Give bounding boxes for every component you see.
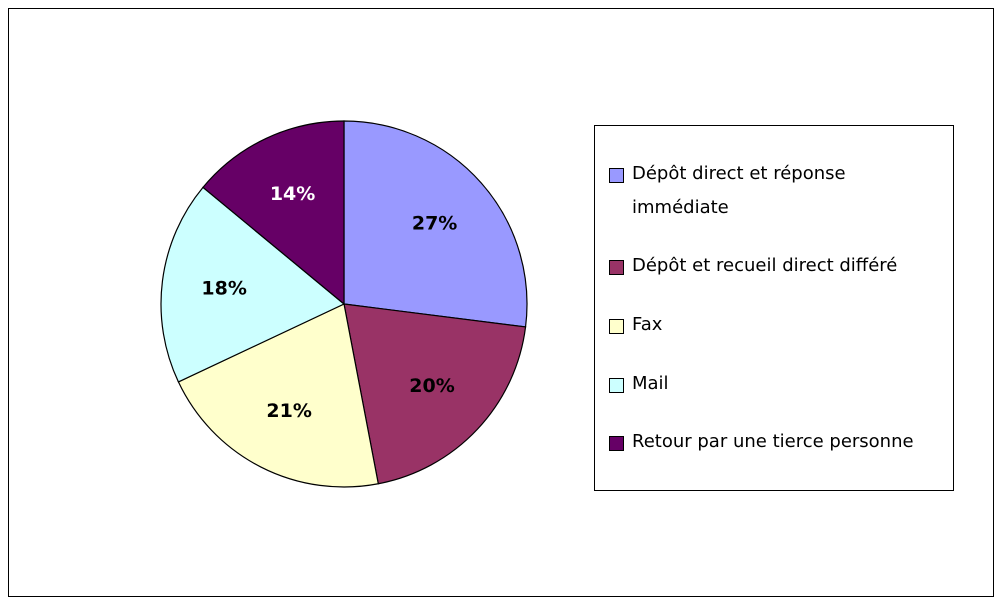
legend-swatch bbox=[609, 167, 624, 183]
legend-item: Dépôt et recueil direct différé bbox=[609, 249, 943, 283]
data-label: 20% bbox=[409, 375, 454, 397]
legend-swatch bbox=[609, 318, 624, 334]
pie-slice bbox=[343, 303, 527, 485]
legend-label: Fax bbox=[632, 313, 663, 335]
legend-label: Mail bbox=[632, 372, 669, 394]
legend-swatch bbox=[609, 377, 624, 393]
pie-slice bbox=[202, 120, 345, 306]
legend-item: Fax bbox=[609, 308, 943, 342]
legend-item: Mail bbox=[609, 367, 943, 401]
legend-label: Dépôt et recueil direct différé bbox=[632, 255, 898, 277]
pie-slice bbox=[160, 186, 346, 383]
legend-swatch bbox=[609, 260, 624, 276]
legend-label: Retour par une tierce personne bbox=[632, 431, 914, 453]
pie-slice bbox=[177, 303, 379, 488]
legend-item: Retour par une tierce personne bbox=[609, 425, 943, 459]
data-label: 21% bbox=[266, 400, 311, 422]
data-label: 18% bbox=[201, 277, 246, 299]
data-label: 27% bbox=[412, 213, 457, 235]
legend: Dépôt direct et réponse immédiate Dépôt e… bbox=[594, 125, 954, 491]
data-label: 14% bbox=[270, 183, 315, 205]
pie-slice bbox=[343, 120, 528, 328]
legend-item: Dépôt direct et réponse immédiate bbox=[609, 157, 943, 225]
legend-label: Dépôt direct et réponse immédiate bbox=[632, 162, 846, 218]
legend-swatch bbox=[609, 436, 624, 452]
